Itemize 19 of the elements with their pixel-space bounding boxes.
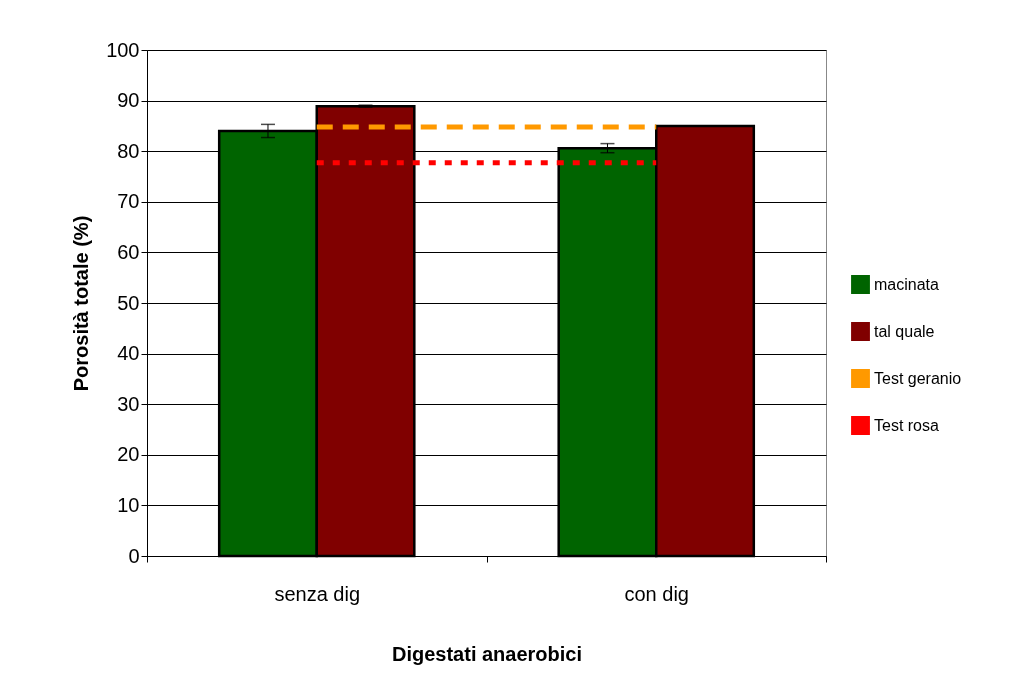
y-tick-label: 100 xyxy=(106,38,140,61)
x-tick-label: con dig xyxy=(624,582,689,605)
y-tick-label: 70 xyxy=(117,190,140,213)
y-tick-label: 40 xyxy=(117,342,140,365)
y-tick-label: 0 xyxy=(128,544,140,567)
y-axis-title: Porosità totale (%) xyxy=(70,215,93,392)
y-tick-label: 60 xyxy=(117,240,140,263)
legend-label: Test geranio xyxy=(874,369,962,387)
legend-label: Test rosa xyxy=(874,416,940,434)
y-tick-label: 10 xyxy=(117,493,140,516)
y-tick-label: 30 xyxy=(117,392,140,415)
y-tick-label: 20 xyxy=(117,443,140,466)
legend-label: tal quale xyxy=(874,322,935,340)
y-tick-label: 90 xyxy=(117,89,140,112)
y-tick-label: 80 xyxy=(117,139,140,162)
x-tick-label: senza dig xyxy=(274,582,361,605)
y-tick-label: 50 xyxy=(117,291,140,314)
legend-label: macinata xyxy=(874,275,940,293)
x-axis-title: Digestati anaerobici xyxy=(391,642,583,665)
